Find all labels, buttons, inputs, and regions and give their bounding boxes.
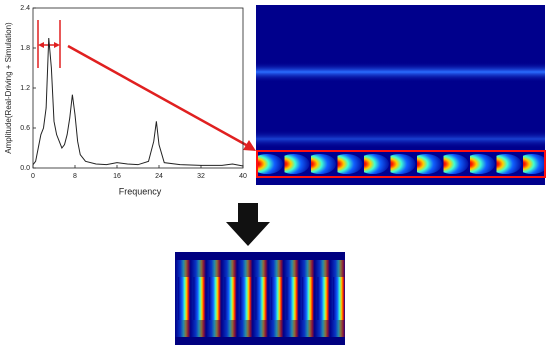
y-tick-label: 0.0 bbox=[20, 165, 30, 172]
y-axis-label: Amplitude(Real-Driving + Simulation) bbox=[4, 22, 13, 154]
y-tick-label: 2.4 bbox=[20, 5, 30, 12]
y-tick-label: 0.6 bbox=[20, 125, 30, 132]
arrow-head bbox=[243, 140, 256, 151]
x-tick-label: 24 bbox=[155, 173, 163, 180]
spectrogram-band bbox=[256, 130, 545, 148]
spectrum-chart: Frequency Amplitude(Real-Driving + Simul… bbox=[4, 5, 247, 197]
x-tick-label: 32 bbox=[197, 173, 205, 180]
spectrogram-band bbox=[256, 62, 545, 82]
x-axis-label: Frequency bbox=[119, 186, 162, 196]
spectrum-line bbox=[32, 37, 244, 167]
x-tick-label: 0 bbox=[31, 173, 35, 180]
highlight-box bbox=[256, 150, 546, 178]
x-tick-label: 16 bbox=[113, 173, 121, 180]
extracted-image bbox=[175, 252, 345, 345]
arrow-head bbox=[54, 42, 60, 48]
y-tick-label: 1.8 bbox=[20, 45, 30, 52]
arrow-head bbox=[38, 42, 44, 48]
down-arrow bbox=[226, 203, 270, 246]
x-tick-label: 40 bbox=[239, 173, 247, 180]
spectrogram-cells bbox=[258, 152, 545, 176]
x-tick-label: 8 bbox=[73, 173, 77, 180]
y-tick-label: 1.2 bbox=[20, 85, 30, 92]
arrow bbox=[67, 44, 249, 148]
